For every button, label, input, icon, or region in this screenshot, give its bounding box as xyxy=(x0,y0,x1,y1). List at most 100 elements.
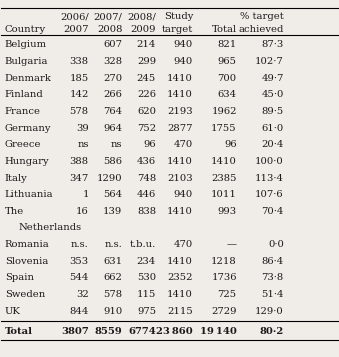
Text: Germany: Germany xyxy=(5,124,51,132)
Text: 86·4: 86·4 xyxy=(262,257,284,266)
Text: 700: 700 xyxy=(218,74,237,83)
Text: 328: 328 xyxy=(103,57,122,66)
Text: 107·6: 107·6 xyxy=(255,190,284,199)
Text: 844: 844 xyxy=(69,307,89,316)
Text: 1410: 1410 xyxy=(167,74,193,83)
Text: 100·0: 100·0 xyxy=(255,157,284,166)
Text: 23 860: 23 860 xyxy=(156,327,193,336)
Text: Lithuania: Lithuania xyxy=(5,190,53,199)
Text: 2193: 2193 xyxy=(167,107,193,116)
Text: 1: 1 xyxy=(82,190,89,199)
Text: 20·4: 20·4 xyxy=(261,140,284,149)
Text: 940: 940 xyxy=(174,190,193,199)
Text: 631: 631 xyxy=(103,257,122,266)
Text: 73·8: 73·8 xyxy=(262,273,284,282)
Text: 8559: 8559 xyxy=(95,327,122,336)
Text: 564: 564 xyxy=(103,190,122,199)
Text: n.s.: n.s. xyxy=(71,240,89,249)
Text: 1755: 1755 xyxy=(211,124,237,132)
Text: Romania: Romania xyxy=(5,240,49,249)
Text: 39: 39 xyxy=(76,124,89,132)
Text: 1218: 1218 xyxy=(211,257,237,266)
Text: 347: 347 xyxy=(69,174,89,182)
Text: 940: 940 xyxy=(174,40,193,49)
Text: 470: 470 xyxy=(174,140,193,149)
Text: Greece: Greece xyxy=(5,140,41,149)
Text: 2352: 2352 xyxy=(167,273,193,282)
Text: 752: 752 xyxy=(137,124,156,132)
Text: 975: 975 xyxy=(137,307,156,316)
Text: 129·0: 129·0 xyxy=(255,307,284,316)
Text: 142: 142 xyxy=(69,90,89,99)
Text: 3807: 3807 xyxy=(61,327,89,336)
Text: 96: 96 xyxy=(143,140,156,149)
Text: 226: 226 xyxy=(137,90,156,99)
Text: 102·7: 102·7 xyxy=(255,57,284,66)
Text: 607: 607 xyxy=(103,40,122,49)
Text: 2006/: 2006/ xyxy=(60,12,89,21)
Text: 51·4: 51·4 xyxy=(261,290,284,299)
Text: 353: 353 xyxy=(70,257,89,266)
Text: 1962: 1962 xyxy=(211,107,237,116)
Text: 1290: 1290 xyxy=(97,174,122,182)
Text: 1410: 1410 xyxy=(211,157,237,166)
Text: 2103: 2103 xyxy=(167,174,193,182)
Text: Denmark: Denmark xyxy=(5,74,52,83)
Text: 388: 388 xyxy=(70,157,89,166)
Text: 49·7: 49·7 xyxy=(261,74,284,83)
Text: 1410: 1410 xyxy=(167,157,193,166)
Text: 965: 965 xyxy=(218,57,237,66)
Text: 266: 266 xyxy=(103,90,122,99)
Text: 544: 544 xyxy=(69,273,89,282)
Text: 964: 964 xyxy=(103,124,122,132)
Text: 115: 115 xyxy=(137,290,156,299)
Text: 270: 270 xyxy=(103,74,122,83)
Text: 89·5: 89·5 xyxy=(262,107,284,116)
Text: 2877: 2877 xyxy=(167,124,193,132)
Text: 1410: 1410 xyxy=(167,290,193,299)
Text: 2385: 2385 xyxy=(211,174,237,182)
Text: 530: 530 xyxy=(137,273,156,282)
Text: 2007/: 2007/ xyxy=(94,12,122,21)
Text: France: France xyxy=(5,107,41,116)
Text: The: The xyxy=(5,207,24,216)
Text: 32: 32 xyxy=(76,290,89,299)
Text: Country: Country xyxy=(5,25,46,35)
Text: 578: 578 xyxy=(103,290,122,299)
Text: 338: 338 xyxy=(70,57,89,66)
Text: 940: 940 xyxy=(174,57,193,66)
Text: Study: Study xyxy=(164,12,193,21)
Text: % target: % target xyxy=(240,12,284,21)
Text: 6774: 6774 xyxy=(128,327,156,336)
Text: 1410: 1410 xyxy=(167,257,193,266)
Text: 634: 634 xyxy=(218,90,237,99)
Text: t.b.u.: t.b.u. xyxy=(130,240,156,249)
Text: n.s.: n.s. xyxy=(105,240,122,249)
Text: 113·4: 113·4 xyxy=(255,174,284,182)
Text: 0·0: 0·0 xyxy=(268,240,284,249)
Text: 80·2: 80·2 xyxy=(260,327,284,336)
Text: 16: 16 xyxy=(76,207,89,216)
Text: Total: Total xyxy=(212,25,237,35)
Text: 234: 234 xyxy=(137,257,156,266)
Text: ns: ns xyxy=(111,140,122,149)
Text: target: target xyxy=(162,25,193,35)
Text: 2729: 2729 xyxy=(211,307,237,316)
Text: Hungary: Hungary xyxy=(5,157,49,166)
Text: Spain: Spain xyxy=(5,273,34,282)
Text: achieved: achieved xyxy=(238,25,284,35)
Text: 578: 578 xyxy=(70,107,89,116)
Text: Netherlands: Netherlands xyxy=(18,223,81,232)
Text: 446: 446 xyxy=(137,190,156,199)
Text: 436: 436 xyxy=(137,157,156,166)
Text: Sweden: Sweden xyxy=(5,290,45,299)
Text: 185: 185 xyxy=(69,74,89,83)
Text: Bulgaria: Bulgaria xyxy=(5,57,48,66)
Text: ns: ns xyxy=(77,140,89,149)
Text: Slovenia: Slovenia xyxy=(5,257,48,266)
Text: 764: 764 xyxy=(103,107,122,116)
Text: 2008: 2008 xyxy=(97,25,122,35)
Text: 662: 662 xyxy=(103,273,122,282)
Text: 470: 470 xyxy=(174,240,193,249)
Text: 87·3: 87·3 xyxy=(262,40,284,49)
